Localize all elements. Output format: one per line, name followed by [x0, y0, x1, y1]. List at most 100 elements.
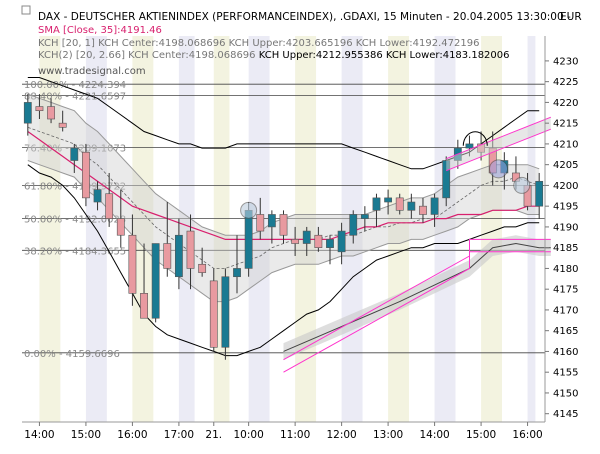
candle-body — [174, 234, 183, 278]
x-tick-label: 14:00 — [419, 429, 449, 441]
candle-body — [256, 214, 265, 232]
candle-body — [465, 143, 474, 149]
candle-body — [302, 230, 311, 244]
candle-body — [419, 205, 427, 215]
y-tick-label: 4220 — [553, 98, 578, 109]
candle-body — [291, 239, 300, 244]
candle-body — [384, 197, 393, 203]
kch2-legend-b: KCH Upper:4212.955386 KCH Lower:4183.182… — [259, 50, 510, 61]
session-stripe — [295, 36, 317, 422]
x-tick-label: 11:00 — [280, 429, 310, 441]
x-tick-label: 16:00 — [512, 429, 542, 441]
candle-body — [58, 122, 67, 128]
candle-body — [151, 243, 160, 319]
signal-arc — [462, 131, 488, 146]
session-stripe — [388, 36, 410, 422]
x-tick-label: 21. — [205, 429, 222, 441]
x-tick-label: 16:00 — [117, 429, 147, 441]
upper-trend-line — [446, 116, 551, 160]
candle-body — [535, 180, 544, 207]
candle-body — [372, 197, 381, 211]
candle-body — [430, 197, 439, 215]
candle-body — [35, 106, 44, 112]
lower-trend-mid — [283, 242, 551, 352]
lower-trend-line-bottom — [283, 251, 551, 373]
upper-trend-shade — [446, 117, 551, 171]
y-tick-label: 4230 — [553, 56, 578, 67]
y-tick-label: 4185 — [553, 243, 578, 254]
chart-title: DAX - DEUTSCHER AKTIENINDEX (PERFORMANCE… — [38, 11, 571, 23]
x-tick-label: 12:00 — [326, 429, 356, 441]
upper-trend-line — [446, 128, 551, 172]
fibonacci-label: 100.00% - 4224.394 — [24, 80, 126, 91]
y-tick-label: 4200 — [553, 181, 578, 192]
y-tick-label: 4145 — [553, 409, 578, 420]
x-tick-label: 10:00 — [234, 429, 264, 441]
candle-body — [82, 151, 90, 199]
signal-circle — [240, 201, 258, 219]
candle-body — [337, 230, 346, 253]
kch2-legend: KCH(2) [20, 2.66] KCH Center:4198.068696… — [38, 50, 510, 61]
session-stripe — [434, 36, 456, 422]
fibonacci-label: 61.80% - 4199.9722 — [24, 182, 126, 193]
fibonacci-label: 88.40% - 4221.6597 — [24, 92, 126, 103]
candle-body — [128, 234, 137, 294]
x-tick-label: 13:00 — [373, 429, 403, 441]
candle-body — [314, 234, 323, 248]
signal-circle — [513, 176, 531, 194]
y-tick-label: 4175 — [553, 285, 578, 296]
fibonacci-label: 50.00% - 4192.0028 — [24, 215, 126, 226]
y-tick-label: 4225 — [553, 77, 578, 88]
header-box — [21, 5, 31, 15]
y-tick-label: 4210 — [553, 139, 578, 150]
candle-body — [116, 218, 125, 236]
watermark: www.tradesignal.com — [38, 66, 146, 77]
y-tick-label: 4170 — [553, 305, 578, 316]
currency-label: EUR — [560, 11, 582, 23]
kch1-legend: KCH [20, 1] KCH Center:4198.068696 KCH U… — [38, 38, 479, 49]
session-stripe — [213, 36, 230, 422]
y-tick-label: 4215 — [553, 119, 578, 130]
candle-body — [93, 189, 102, 203]
x-tick-label: 15:00 — [71, 429, 101, 441]
candle-body — [70, 147, 79, 161]
session-stripe — [178, 36, 195, 422]
candle-body — [233, 268, 241, 278]
candle-body — [326, 239, 334, 248]
x-tick-label: 15:00 — [466, 429, 496, 441]
fibonacci-label: 38.20% - 4184.3655 — [24, 246, 126, 257]
candle-body — [163, 243, 172, 269]
candle-body — [360, 214, 369, 219]
y-tick-label: 4165 — [553, 326, 578, 337]
candle-body — [221, 276, 230, 348]
candle-body — [395, 197, 404, 211]
x-tick-label: 17:00 — [164, 429, 194, 441]
candle-body — [209, 280, 218, 348]
candle-body — [442, 160, 451, 199]
candle-body — [198, 263, 207, 273]
sma-legend: SMA [Close, 35]:4191.46 — [38, 25, 162, 36]
candle-body — [279, 214, 288, 236]
candle-body — [105, 193, 114, 219]
signal-circle-blue — [489, 159, 509, 179]
candle-body — [407, 201, 416, 211]
candle-body — [140, 293, 148, 319]
keltner2-lower-line — [27, 164, 540, 357]
fibonacci-label: 0.00% - 4159.6696 — [24, 349, 120, 360]
candle-body — [267, 214, 276, 228]
candle-body — [186, 230, 195, 269]
session-stripe — [39, 36, 61, 422]
candle-body — [47, 106, 55, 120]
y-tick-label: 4195 — [553, 202, 578, 213]
y-tick-label: 4160 — [553, 347, 578, 358]
y-tick-label: 4180 — [553, 264, 578, 275]
y-tick-label: 4205 — [553, 160, 578, 171]
candle-body — [244, 210, 253, 269]
x-tick-label: 14:00 — [24, 429, 54, 441]
candle-body — [23, 102, 32, 124]
candle-body — [349, 214, 358, 236]
y-tick-label: 4190 — [553, 222, 578, 233]
lower-trend-line-top — [283, 238, 551, 361]
